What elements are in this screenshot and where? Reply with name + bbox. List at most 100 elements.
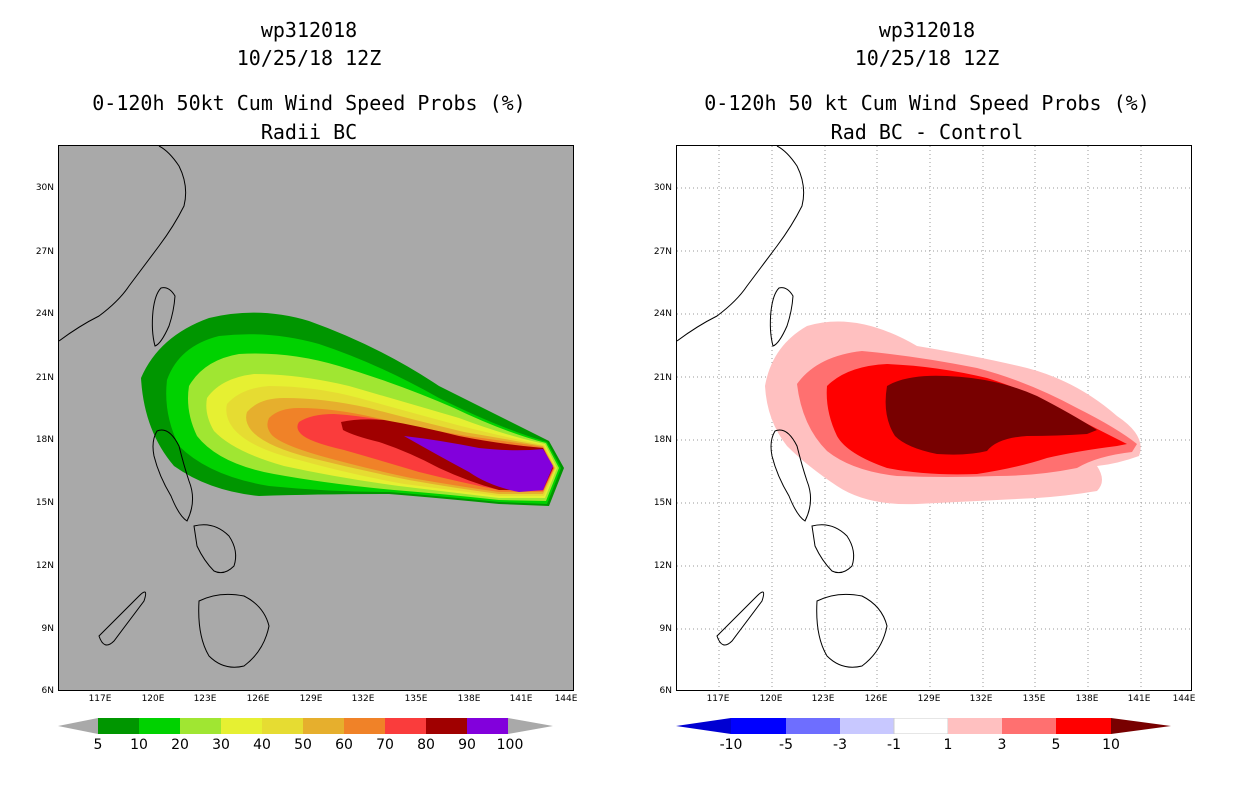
luzon-outline [152,429,193,522]
lat-label: 9N [41,624,54,634]
colorbar-swatch [180,718,221,734]
lon-label: 138E [457,694,481,704]
colorbar-label: 100 [496,737,524,753]
lon-label: 144E [554,694,578,704]
colorbar-high-arrow [1111,718,1171,734]
colorbar-low-arrow [58,718,98,734]
colorbar [58,718,553,734]
contour-10 [885,375,1097,455]
colorbar-swatch [786,718,840,734]
left-panel: wp312018 10/25/18 12Z 0-120h 50kt Cum Wi… [35,18,578,753]
storm-id: wp312018 [878,18,976,42]
lon-label: 120E [759,694,783,704]
lat-label: 24N [653,309,672,319]
colorbar-high-arrow [508,718,553,734]
colorbar-label: 50 [294,737,312,753]
mindanao-outline [198,593,270,668]
difference-contours [765,321,1141,505]
colorbar-swatch [98,718,139,734]
china-coast [59,146,187,342]
mindanao-outline [816,593,888,668]
colorbar-label: 60 [335,737,353,753]
lon-label: 123E [193,694,217,704]
lat-label: 6N [659,686,672,696]
lon-label: 126E [864,694,888,704]
map-svg [59,146,564,668]
visayas-outline [811,524,855,574]
colorbar [676,718,1171,734]
lon-label: 117E [88,694,112,704]
lon-label: 120E [141,694,165,704]
colorbar-label: 30 [212,737,230,753]
lat-label: 21N [35,373,54,383]
lon-label: 141E [1127,694,1151,704]
lat-label: 9N [659,624,672,634]
chart-subtitle: Rad BC - Control [830,120,1024,144]
lon-label: 141E [509,694,533,704]
lat-label: 27N [653,247,672,257]
colorbar-swatch [731,718,786,734]
colorbar-swatch [385,718,426,734]
colorbar-label: 5 [1051,737,1061,753]
colorbar-swatch [840,718,894,734]
lon-label: 129E [299,694,323,704]
colorbar-label: -5 [779,737,793,753]
lat-label: 12N [653,561,672,571]
colorbar-label: 10 [1102,737,1120,753]
lat-label: 21N [653,373,672,383]
colorbar-label: 80 [417,737,435,753]
colorbar-label: 3 [997,737,1007,753]
chart-title: 0-120h 50kt Cum Wind Speed Probs (%) [92,91,526,115]
lat-label: 24N [35,309,54,319]
colorbar-swatch [303,718,344,734]
lon-label: 144E [1172,694,1196,704]
colorbar-swatch [344,718,385,734]
datetime: 10/25/18 12Z [236,46,382,70]
lat-label: 30N [653,183,672,193]
lat-label: 27N [35,247,54,257]
right-panel: wp312018 10/25/18 12Z 0-120h 50 kt Cum W… [618,0,1236,800]
contour-90 [404,436,553,492]
colorbar-swatch [221,718,262,734]
colorbar-swatch [1002,718,1056,734]
lat-label: 18N [653,435,672,445]
colorbar-swatch [139,718,180,734]
map-svg [677,146,1191,690]
colorbar-label: 40 [253,737,271,753]
colorbar-low-arrow [676,718,731,734]
coastlines [677,146,888,668]
lon-label: 135E [1022,694,1046,704]
lat-label: 6N [41,686,54,696]
lon-label: 135E [404,694,428,704]
taiwan-outline [151,287,176,347]
colorbar-swatch [467,718,508,734]
colorbar-swatch [948,718,1002,734]
colorbar-swatch [426,718,467,734]
colorbar-label: 5 [93,737,103,753]
lat-label: 12N [35,561,54,571]
colorbar-label: -10 [719,737,743,753]
datetime: 10/25/18 12Z [854,46,1000,70]
palawan-outline [716,591,765,646]
lat-label: 30N [35,183,54,193]
colorbar-swatch [893,718,949,734]
difference-map [676,145,1192,691]
lat-label: 15N [653,498,672,508]
lon-label: 129E [917,694,941,704]
colorbar-label: -3 [833,737,847,753]
lon-label: 132E [351,694,375,704]
colorbar-label: -1 [887,737,901,753]
colorbar-label: 90 [458,737,476,753]
visayas-outline [193,524,237,574]
lon-label: 117E [706,694,730,704]
colorbar-label: 70 [376,737,394,753]
storm-id: wp312018 [260,18,358,42]
probability-contours [141,312,564,506]
luzon-outline [770,429,811,522]
china-coast [677,146,805,342]
colorbar-swatch [1056,718,1111,734]
lon-label: 126E [246,694,270,704]
coastlines [59,146,270,668]
colorbar-label: 1 [943,737,953,753]
palawan-outline [98,591,147,646]
